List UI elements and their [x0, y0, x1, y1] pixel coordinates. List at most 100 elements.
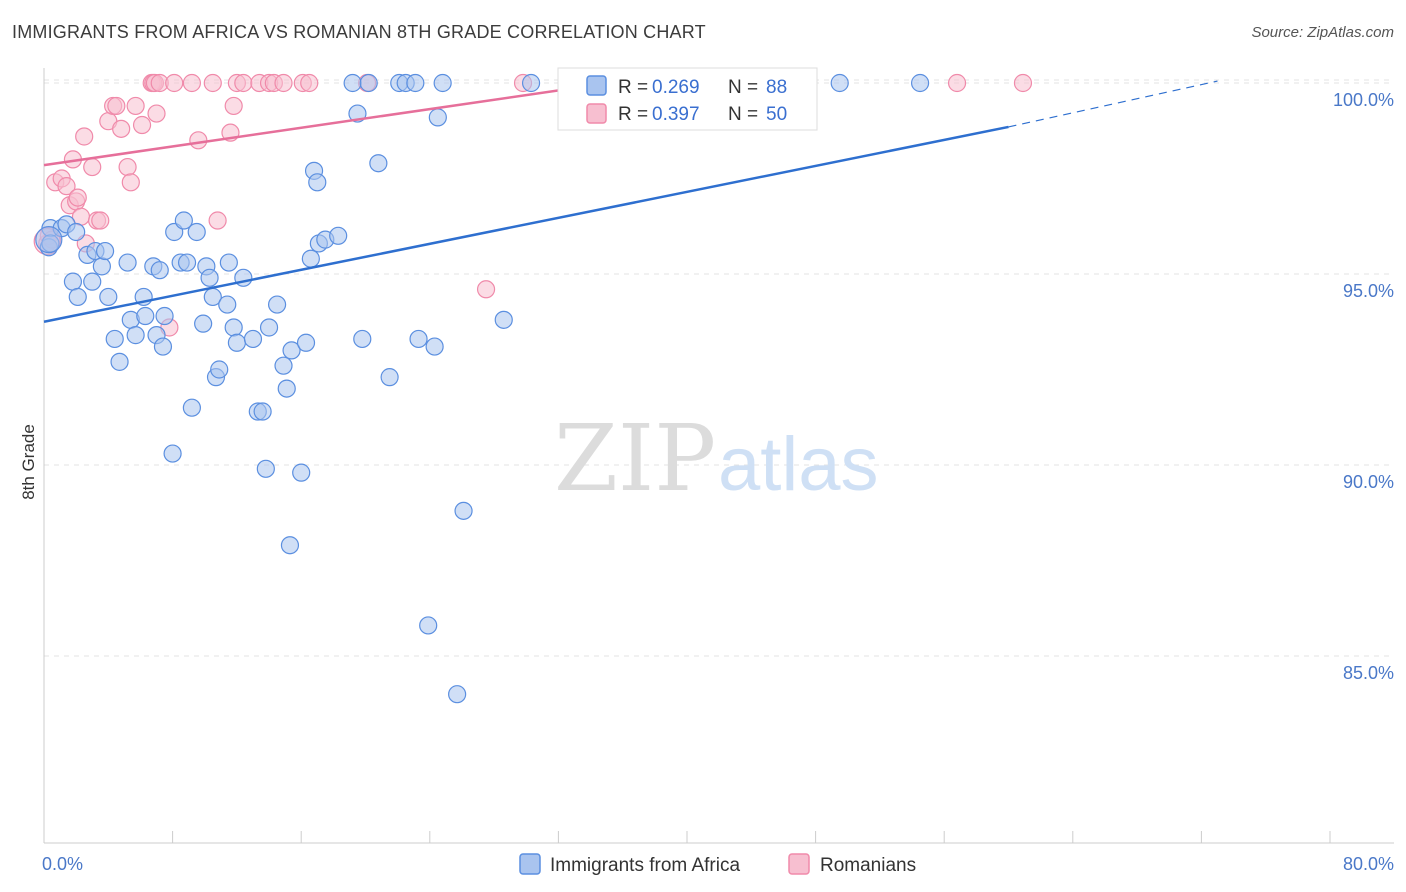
point-immigrants-from-africa-38 — [210, 360, 229, 379]
point-immigrants-from-africa-9 — [83, 272, 102, 291]
point-immigrants-from-africa-52 — [280, 536, 300, 555]
trend-line-immigrants-from-africa-extension — [1008, 80, 1218, 128]
point-immigrants-from-africa-65 — [359, 73, 378, 93]
legend-top: R = 0.269 N = 88 R = 0.397 N = 50 — [557, 67, 818, 131]
watermark-zip: ZIP — [554, 405, 716, 512]
x-tick-label-min: 0.0% — [42, 854, 83, 874]
point-immigrants-from-africa-35 — [200, 268, 219, 287]
y-axis-label: 8th Grade — [19, 424, 38, 500]
point-immigrants-from-africa-66 — [369, 154, 388, 173]
trend-line-romanians — [43, 80, 615, 167]
legend-bottom: Immigrants from Africa Romanians — [519, 853, 916, 876]
point-romanians-38 — [234, 73, 253, 93]
point-romanians-20 — [118, 157, 137, 177]
point-romanians-9 — [68, 188, 87, 207]
point-immigrants-from-africa-86 — [830, 73, 849, 93]
point-romanians-33 — [203, 73, 222, 93]
point-immigrants-from-africa-15 — [110, 352, 129, 371]
point-immigrants-from-africa-24 — [153, 337, 173, 356]
point-romanians-22 — [126, 96, 145, 116]
point-immigrants-from-africa-51 — [277, 379, 296, 398]
point-immigrants-from-africa-18 — [126, 326, 145, 345]
point-immigrants-from-africa-16 — [118, 253, 137, 272]
point-immigrants-from-africa-49 — [267, 295, 287, 314]
legend-n-value-pink: 50 — [766, 104, 787, 125]
legend-r-value-blue: 0.269 — [652, 77, 700, 98]
point-romanians-46 — [476, 280, 496, 299]
point-immigrants-from-africa-12 — [95, 241, 115, 261]
point-immigrants-from-africa-47 — [256, 459, 275, 478]
point-romanians-19 — [112, 119, 131, 138]
point-immigrants-from-africa-41 — [224, 318, 243, 337]
point-immigrants-from-africa-31 — [182, 398, 201, 417]
point-romanians-27 — [147, 104, 166, 123]
point-immigrants-from-africa-44 — [243, 329, 263, 349]
legend-r-value-pink: 0.397 — [652, 104, 700, 125]
point-immigrants-from-africa-78 — [494, 310, 513, 329]
point-romanians-34 — [208, 211, 227, 230]
legend-n-label-blue: N = — [728, 77, 763, 98]
point-immigrants-from-africa-76 — [448, 685, 467, 704]
point-immigrants-from-africa-87 — [910, 73, 930, 93]
grid-lines — [44, 79, 1394, 657]
bottom-legend-swatch-blue — [519, 853, 541, 875]
y-tick-labels: 85.0% 90.0% 95.0% 100.0% — [1333, 90, 1394, 683]
point-romanians-15 — [91, 211, 110, 230]
point-immigrants-from-africa-77 — [454, 501, 473, 520]
point-immigrants-from-africa-30 — [177, 253, 197, 272]
point-romanians-21 — [121, 173, 140, 192]
point-immigrants-from-africa-6 — [63, 272, 83, 291]
point-immigrants-from-africa-74 — [428, 108, 447, 127]
point-romanians-11 — [75, 127, 94, 146]
point-romanians-31 — [182, 73, 201, 93]
point-immigrants-from-africa-20 — [136, 306, 155, 326]
legend-r-label-pink: R = — [618, 104, 653, 125]
point-immigrants-from-africa-13 — [99, 287, 118, 307]
point-immigrants-from-africa-46 — [253, 402, 272, 421]
series-immigrants-from-africa — [35, 73, 930, 704]
watermark: ZIP atlas — [554, 405, 879, 512]
legend-swatch-pink — [586, 103, 607, 124]
point-romanians-49 — [1013, 73, 1033, 93]
point-romanians-32 — [189, 131, 208, 150]
bottom-legend-label-pink: Romanians — [820, 855, 916, 876]
point-immigrants-from-africa-73 — [425, 337, 444, 356]
point-romanians-23 — [132, 115, 152, 135]
point-immigrants-from-africa-72 — [419, 616, 438, 635]
x-tick-label-max: 80.0% — [1343, 854, 1394, 874]
point-romanians-5 — [57, 177, 76, 196]
point-immigrants-from-africa-67 — [380, 368, 399, 387]
watermark-atlas: atlas — [718, 422, 879, 507]
point-immigrants-from-africa-56 — [301, 249, 320, 268]
bottom-legend-label-blue: Immigrants from Africa — [550, 855, 740, 876]
point-romanians-18 — [107, 96, 126, 116]
point-immigrants-from-africa-70 — [406, 73, 425, 93]
point-immigrants-from-africa-14 — [105, 329, 124, 349]
point-immigrants-from-africa-7 — [68, 287, 87, 307]
bottom-legend-swatch-pink — [788, 853, 810, 875]
chart-title: IMMIGRANTS FROM AFRICA VS ROMANIAN 8TH G… — [12, 22, 706, 42]
point-immigrants-from-africa-32 — [187, 222, 206, 242]
point-immigrants-from-africa-58 — [308, 173, 327, 192]
point-romanians-13 — [83, 157, 102, 177]
point-immigrants-from-africa-79 — [521, 73, 541, 93]
point-immigrants-from-africa-27 — [163, 444, 182, 463]
point-immigrants-from-africa-23 — [150, 261, 169, 280]
y-tick-label-1: 90.0% — [1343, 472, 1394, 492]
y-tick-label-2: 95.0% — [1343, 281, 1394, 301]
point-immigrants-from-africa-54 — [292, 463, 311, 482]
source-label: Source: ZipAtlas.com — [1251, 24, 1394, 41]
point-immigrants-from-africa-71 — [409, 329, 428, 349]
point-immigrants-from-africa-75 — [433, 73, 452, 93]
point-immigrants-from-africa-33 — [194, 314, 213, 333]
point-immigrants-from-africa-25 — [155, 306, 174, 326]
point-immigrants-from-africa-39 — [218, 295, 237, 314]
point-immigrants-from-africa-50 — [274, 356, 293, 375]
legend-n-label-pink: N = — [728, 104, 763, 125]
point-immigrants-from-africa-64 — [353, 329, 372, 349]
axes — [43, 68, 1394, 844]
point-immigrants-from-africa-53 — [282, 341, 301, 360]
point-romanians-30 — [165, 73, 184, 93]
point-romanians-44 — [300, 73, 319, 93]
